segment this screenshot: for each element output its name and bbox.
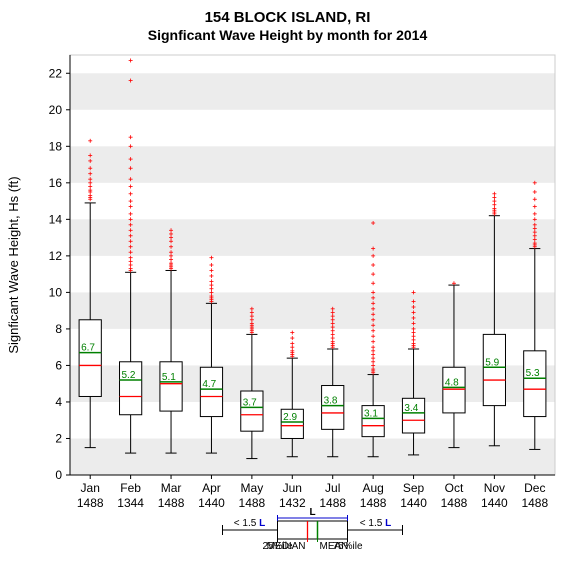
svg-text:14: 14: [49, 212, 63, 226]
count-label: 1488: [521, 496, 548, 510]
svg-text:< 1.5 L: < 1.5 L: [234, 518, 265, 529]
count-label: 1488: [360, 496, 387, 510]
mean-value-label: 3.4: [404, 403, 418, 414]
svg-text:12: 12: [49, 249, 63, 263]
month-label: Jun: [283, 481, 302, 495]
month-label: Sep: [403, 481, 425, 495]
svg-text:6: 6: [55, 358, 62, 372]
count-label: 1440: [198, 496, 225, 510]
month-label: Nov: [484, 481, 505, 495]
boxplot-svg: 0 2 4 6 8 10 12 14 16 18 20 22 Signficant Wave Heigh…: [0, 0, 575, 580]
month-label: Oct: [445, 481, 464, 495]
count-label: 1488: [239, 496, 266, 510]
month-label: Apr: [202, 481, 221, 495]
count-label: 1344: [117, 496, 144, 510]
svg-text:4: 4: [55, 395, 62, 409]
month-label: Feb: [120, 481, 141, 495]
count-label: 1440: [400, 496, 427, 510]
mean-value-label: 5.1: [162, 372, 176, 383]
mean-value-label: 5.2: [122, 370, 136, 381]
count-label: 1488: [158, 496, 185, 510]
mean-value-label: 3.1: [364, 408, 378, 419]
count-label: 1432: [279, 496, 306, 510]
chart-title-2: Signficant Wave Height by month for 2014: [148, 27, 428, 43]
y-axis-label: Signficant Wave Height, Hs (ft): [6, 176, 21, 353]
svg-text:20: 20: [49, 103, 63, 117]
svg-text:22: 22: [49, 66, 63, 80]
count-label: 1488: [441, 496, 468, 510]
svg-text:< 1.5 L: < 1.5 L: [360, 518, 391, 529]
month-label: Mar: [161, 481, 182, 495]
svg-text:10: 10: [49, 285, 63, 299]
mean-value-label: 4.8: [445, 377, 459, 388]
mean-value-label: 5.9: [485, 357, 499, 368]
month-label: Jul: [325, 481, 340, 495]
mean-value-label: 4.7: [202, 379, 216, 390]
mean-value-label: 6.7: [81, 343, 95, 354]
month-label: Aug: [362, 481, 383, 495]
mean-value-label: 5.3: [526, 368, 540, 379]
month-label: Dec: [524, 481, 545, 495]
svg-text:16: 16: [49, 176, 63, 190]
svg-text:0: 0: [55, 468, 62, 482]
mean-value-label: 3.7: [243, 397, 257, 408]
month-label: Jan: [81, 481, 100, 495]
count-label: 1488: [319, 496, 346, 510]
count-label: 1488: [77, 496, 104, 510]
svg-text:MEDIAN: MEDIAN: [267, 541, 306, 552]
svg-text:L: L: [309, 507, 315, 518]
month-label: May: [241, 481, 264, 495]
mean-value-label: 3.8: [324, 396, 338, 407]
chart-container: 0 2 4 6 8 10 12 14 16 18 20 22 Signficant Wave Heigh…: [0, 0, 575, 580]
svg-text:2: 2: [55, 431, 62, 445]
svg-text:8: 8: [55, 322, 62, 336]
mean-value-label: 2.9: [283, 412, 297, 423]
svg-text:18: 18: [49, 139, 63, 153]
count-label: 1440: [481, 496, 508, 510]
chart-title-1: 154 BLOCK ISLAND, RI: [205, 9, 371, 26]
svg-text:MEAN: MEAN: [320, 541, 349, 552]
